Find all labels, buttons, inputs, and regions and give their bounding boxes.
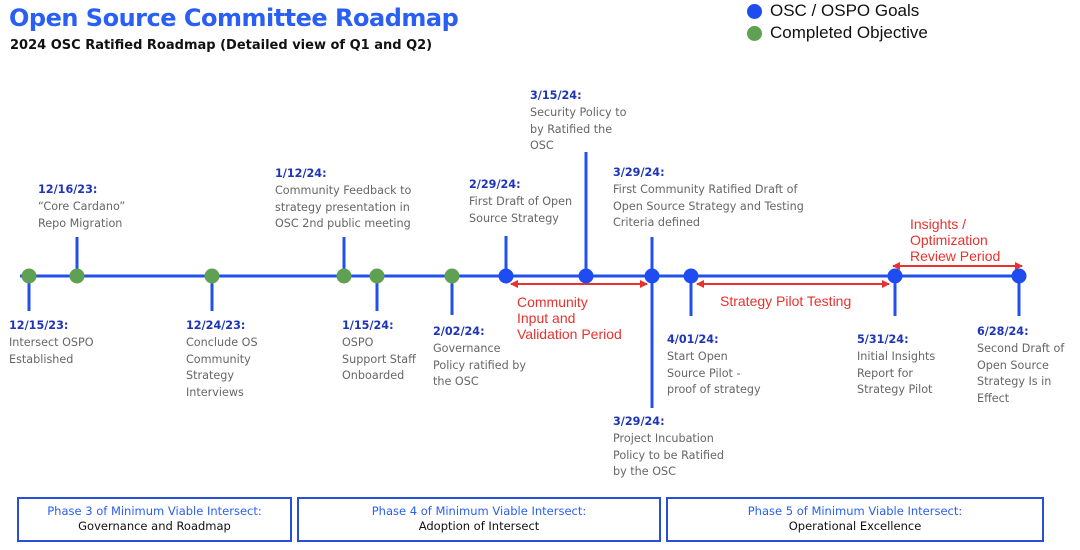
milestone-dot-3-15-24 (578, 268, 594, 284)
phase-title: Phase 5 of Minimum Viable Intersect: (747, 504, 963, 518)
phase-box-4: Phase 4 of Minimum Viable Intersect: Ado… (297, 497, 661, 542)
event-date: 2/02/24: (433, 325, 485, 338)
event-date: 12/24/23: (186, 319, 246, 332)
event-date: 2/29/24: (469, 178, 521, 191)
event-date: 12/15/23: (9, 319, 69, 332)
event-text: OSPO Support Staff Onboarded (342, 335, 416, 383)
event-date: 12/16/23: (38, 183, 98, 196)
event-1-15-24: 1/15/24: OSPO Support Staff Onboarded (342, 318, 416, 385)
milestone-dot-5-31-24 (887, 268, 903, 284)
event-text: Conclude OS Community Strategy Interview… (186, 335, 258, 400)
event-text: Security Policy to by Ratified the OSC (530, 105, 627, 153)
event-2-29-24: 2/29/24: First Draft of Open Source Stra… (469, 177, 572, 227)
event-4-01-24: 4/01/24: Start Open Source Pilot - proof… (667, 332, 761, 399)
event-text: Project Incubation Policy to be Ratified… (613, 431, 724, 479)
event-date: 5/31/24: (857, 333, 909, 346)
milestone-dot-4-01-24 (683, 268, 699, 284)
phase-title: Phase 4 of Minimum Viable Intersect: (371, 504, 587, 518)
legend: OSC / OSPO Goals Completed Objective (747, 0, 928, 44)
event-text: Governance Policy ratified by the OSC (433, 341, 526, 389)
event-12-24-23: 12/24/23: Conclude OS Community Strategy… (186, 318, 258, 402)
blue-dot-icon (747, 3, 762, 19)
event-date: 6/28/24: (977, 325, 1029, 338)
period-label-validation: Community Input and Validation Period (517, 294, 622, 342)
event-text: “Core Cardano” Repo Migration (38, 199, 126, 230)
legend-item-goals: OSC / OSPO Goals (747, 0, 928, 22)
event-1-12-24: 1/12/24: Community Feedback to strategy … (275, 166, 411, 233)
page-subtitle: 2024 OSC Ratified Roadmap (Detailed view… (10, 38, 433, 53)
period-label-insights: Insights / Optimization Review Period (910, 216, 1001, 264)
event-text: First Community Ratified Draft of Open S… (613, 182, 804, 230)
event-date: 3/29/24: (613, 166, 665, 179)
legend-item-completed: Completed Objective (747, 22, 928, 44)
milestone-dot-6-28-24 (1011, 268, 1027, 284)
milestone-dot-12-15-23 (21, 268, 37, 284)
phase-box-5: Phase 5 of Minimum Viable Intersect: Ope… (666, 497, 1044, 542)
milestone-dot-12-24-23 (204, 268, 220, 284)
event-text: First Draft of Open Source Strategy (469, 194, 573, 225)
event-5-31-24: 5/31/24: Initial Insights Report for Str… (857, 332, 935, 399)
event-date: 1/15/24: (342, 319, 394, 332)
event-3-29-24-incubation: 3/29/24: Project Incubation Policy to be… (613, 414, 724, 481)
page-title: Open Source Committee Roadmap (9, 4, 459, 32)
phase-subtitle: Governance and Roadmap (78, 519, 231, 533)
event-3-29-24-ratified-draft: 3/29/24: First Community Ratified Draft … (613, 165, 804, 232)
legend-label-completed: Completed Objective (770, 23, 928, 42)
event-12-16-23: 12/16/23: “Core Cardano” Repo Migration (38, 182, 125, 232)
green-dot-icon (747, 25, 762, 41)
event-date: 4/01/24: (667, 333, 719, 346)
event-6-28-24: 6/28/24: Second Draft of Open Source Str… (977, 324, 1064, 408)
milestone-dot-3-29-24 (644, 268, 660, 284)
event-2-02-24: 2/02/24: Governance Policy ratified by t… (433, 324, 526, 391)
phase-subtitle: Operational Excellence (788, 519, 922, 533)
period-label-pilot: Strategy Pilot Testing (720, 293, 852, 309)
event-3-15-24: 3/15/24: Security Policy to by Ratified … (530, 88, 626, 155)
legend-label-goals: OSC / OSPO Goals (770, 1, 920, 20)
event-text: Initial Insights Report for Strategy Pil… (857, 349, 936, 397)
event-date: 3/15/24: (530, 89, 582, 102)
event-text: Second Draft of Open Source Strategy Is … (977, 341, 1065, 406)
milestone-dot-12-16-23 (69, 268, 85, 284)
event-date: 1/12/24: (275, 167, 327, 180)
milestone-dot-2-02-24 (444, 268, 460, 284)
phase-subtitle: Adoption of Intersect (418, 519, 540, 533)
event-12-15-23: 12/15/23: Intersect OSPO Established (9, 318, 94, 368)
milestone-dot-1-12-24 (336, 268, 352, 284)
phase-box-3: Phase 3 of Minimum Viable Intersect: Gov… (17, 497, 292, 542)
event-text: Community Feedback to strategy presentat… (275, 183, 412, 231)
milestone-dot-2-29-24 (498, 268, 514, 284)
milestone-dot-1-15-24 (369, 268, 385, 284)
phase-title: Phase 3 of Minimum Viable Intersect: (47, 504, 262, 518)
event-text: Intersect OSPO Established (9, 335, 94, 366)
event-text: Start Open Source Pilot - proof of strat… (667, 349, 761, 397)
event-date: 3/29/24: (613, 415, 665, 428)
